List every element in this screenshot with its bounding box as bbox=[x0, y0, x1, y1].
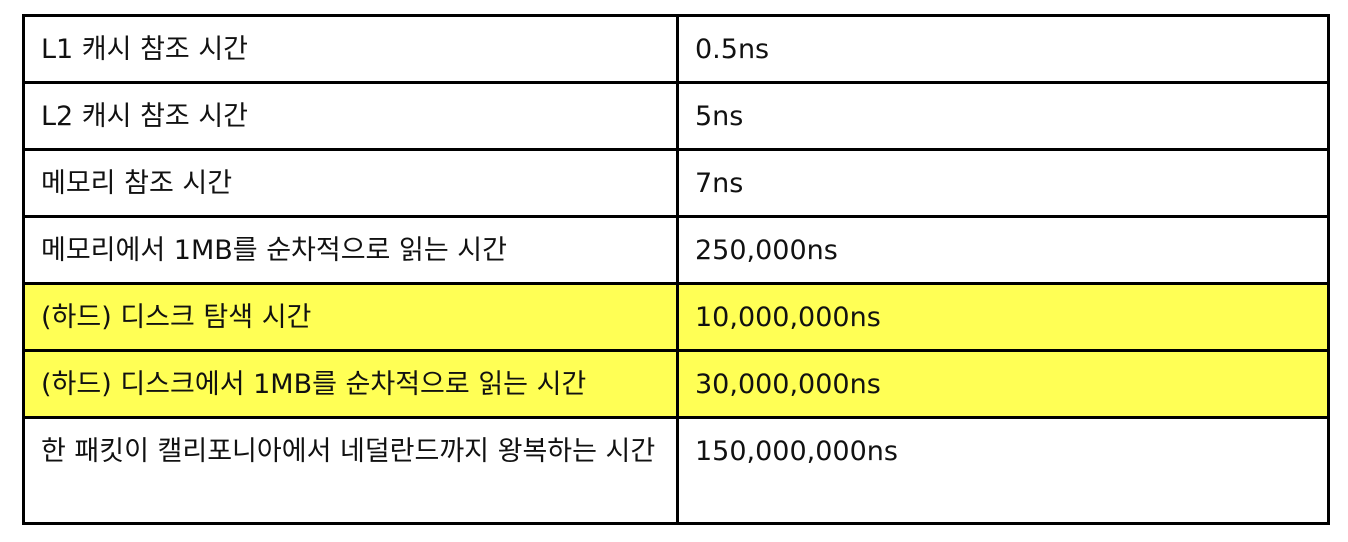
latency-table: L1 캐시 참조 시간 0.5ns L2 캐시 참조 시간 5ns 메모리 참조… bbox=[22, 14, 1330, 525]
table-row: 한 패킷이 캘리포니아에서 네덜란드까지 왕복하는 시간 150,000,000… bbox=[22, 416, 1330, 525]
table-row: L1 캐시 참조 시간 0.5ns bbox=[22, 14, 1330, 84]
operation-cell: (하드) 디스크 탐색 시간 bbox=[22, 282, 679, 352]
table-row-highlighted: (하드) 디스크에서 1MB를 순차적으로 읽는 시간 30,000,000ns bbox=[22, 349, 1330, 419]
latency-cell: 30,000,000ns bbox=[676, 349, 1330, 419]
latency-cell: 5ns bbox=[676, 81, 1330, 151]
operation-cell: (하드) 디스크에서 1MB를 순차적으로 읽는 시간 bbox=[22, 349, 679, 419]
latency-cell: 7ns bbox=[676, 148, 1330, 218]
latency-cell: 0.5ns bbox=[676, 14, 1330, 84]
operation-cell: 메모리 참조 시간 bbox=[22, 148, 679, 218]
operation-cell: L1 캐시 참조 시간 bbox=[22, 14, 679, 84]
operation-cell: L2 캐시 참조 시간 bbox=[22, 81, 679, 151]
table-row: 메모리 참조 시간 7ns bbox=[22, 148, 1330, 218]
latency-cell: 150,000,000ns bbox=[676, 416, 1330, 525]
table-row-highlighted: (하드) 디스크 탐색 시간 10,000,000ns bbox=[22, 282, 1330, 352]
table-row: 메모리에서 1MB를 순차적으로 읽는 시간 250,000ns bbox=[22, 215, 1330, 285]
latency-cell: 10,000,000ns bbox=[676, 282, 1330, 352]
operation-cell: 메모리에서 1MB를 순차적으로 읽는 시간 bbox=[22, 215, 679, 285]
latency-cell: 250,000ns bbox=[676, 215, 1330, 285]
operation-cell: 한 패킷이 캘리포니아에서 네덜란드까지 왕복하는 시간 bbox=[22, 416, 679, 525]
table-row: L2 캐시 참조 시간 5ns bbox=[22, 81, 1330, 151]
